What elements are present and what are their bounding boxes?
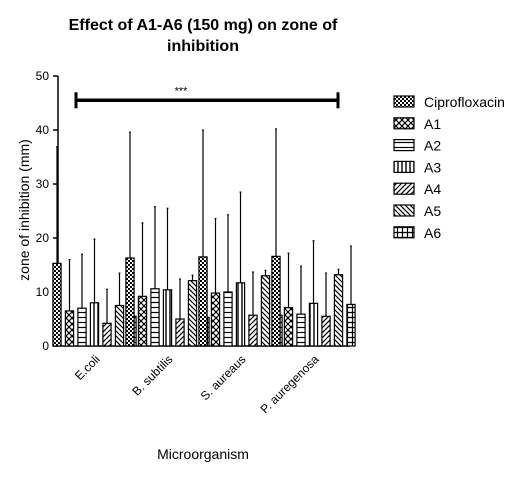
legend-swatch-1: [393, 117, 415, 130]
bar-0-2: [77, 307, 87, 347]
legend-label-2: A2: [424, 138, 441, 154]
bar-2-5: [260, 275, 271, 347]
significance-label: ***: [175, 85, 189, 97]
bar-3-3: [308, 302, 319, 347]
bar-2-2: [223, 291, 233, 347]
legend-label-4: A4: [424, 181, 441, 197]
y-tick-label-3: 30: [36, 177, 50, 191]
bar-0-1: [64, 310, 75, 347]
bar-3-4: [321, 315, 331, 347]
legend-label-1: A1: [424, 116, 441, 132]
bar-1-3: [162, 289, 173, 347]
x-tick-label-1: B. subtilis: [129, 352, 175, 398]
legend-swatch-5: [393, 204, 415, 217]
legend-label-6: A6: [424, 225, 441, 241]
bar-3-2: [296, 313, 306, 347]
y-tick-label-5: 50: [36, 69, 50, 83]
legend-label-3: A3: [424, 159, 441, 175]
y-tick-label-2: 20: [36, 231, 50, 245]
bar-2-1: [210, 292, 221, 347]
legend-swatch-6: [393, 226, 415, 239]
bars: E.coli B. subtilis S. aureaus P. auregenosa: [52, 128, 356, 416]
bar-0-0: [52, 262, 62, 347]
chart-title-line-1: Effect of A1-A6 (150 mg) on zone of: [69, 17, 338, 34]
significance-bracket: ***: [74, 85, 340, 109]
legend-label-5: A5: [424, 203, 441, 219]
legend-swatch-3: [393, 160, 415, 173]
bar-0-5: [114, 304, 125, 347]
bar-0-3: [89, 302, 100, 347]
bar-3-1: [283, 307, 294, 347]
y-tick-label-0: 0: [42, 339, 49, 353]
bar-1-2: [150, 288, 160, 347]
y-tick-label-1: 10: [36, 285, 50, 299]
legend-swatch-0: [393, 95, 415, 108]
bar-0-4: [102, 322, 112, 347]
bar-1-4: [175, 318, 185, 347]
legend: Ciprofloxacin A1 A2 A3 A4 A5 A6: [393, 94, 505, 241]
x-tick-label-0: E.coli: [72, 352, 103, 383]
bar-1-1: [137, 295, 148, 347]
x-tick-label-3: P. auregenosa: [258, 352, 322, 416]
legend-swatch-4: [393, 182, 415, 195]
bar-1-5: [187, 280, 198, 347]
legend-swatch-2: [393, 139, 415, 152]
x-axis-label: Microorganism: [157, 446, 249, 462]
y-tick-label-4: 40: [36, 123, 50, 137]
x-tick-label-2: S. aureaus: [198, 352, 249, 403]
chart-title-line-2: inhibition: [167, 38, 239, 55]
bar-2-3: [235, 282, 246, 347]
bar-3-5: [333, 274, 344, 347]
bar-2-4: [248, 314, 258, 347]
bar-3-6: [346, 303, 356, 347]
y-axis-label: zone of inhibition (mm): [16, 139, 32, 281]
bar-2-0: [198, 256, 208, 347]
bar-3-0: [271, 255, 281, 347]
bar-1-0: [125, 257, 135, 347]
legend-label-0: Ciprofloxacin: [424, 94, 505, 110]
